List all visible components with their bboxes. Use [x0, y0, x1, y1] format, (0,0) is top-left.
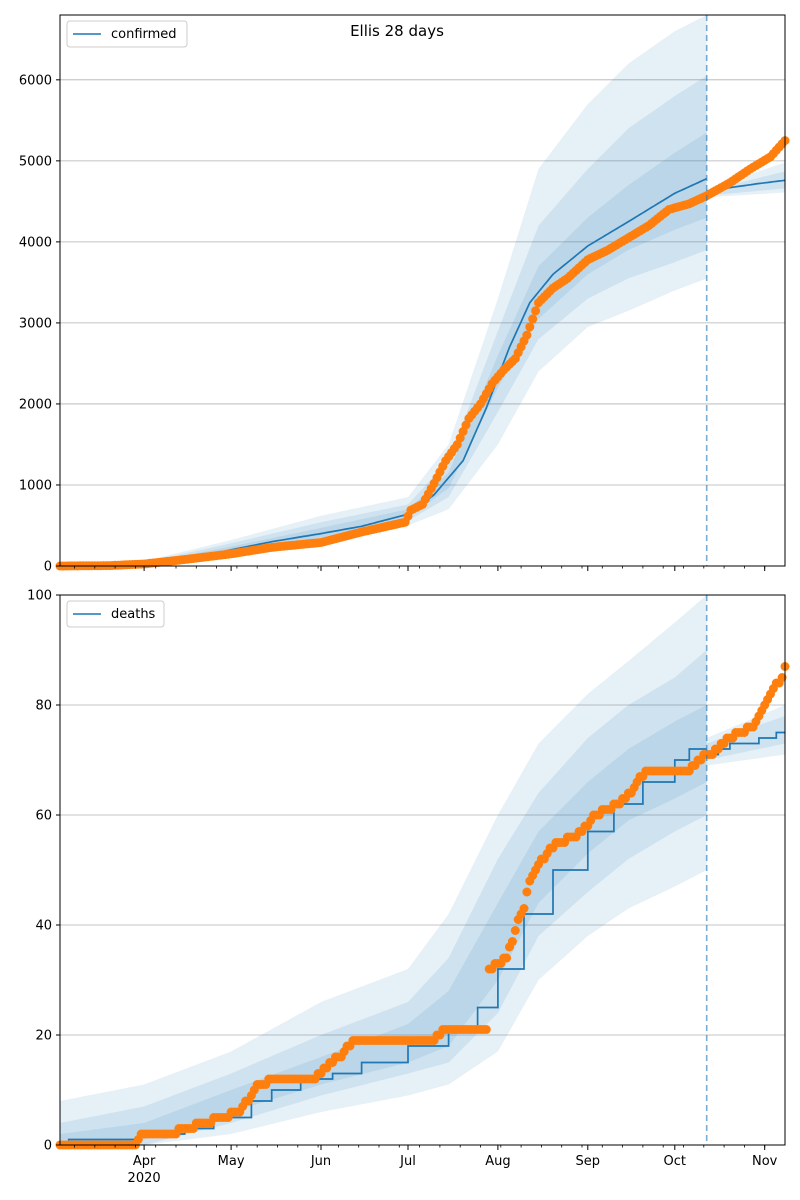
observed-point	[502, 953, 512, 963]
plot-layer: 0 1000 2000 3000 4000 5000 6000	[19, 14, 790, 575]
legend-confirmed: confirmed	[66, 20, 188, 48]
legend-label: confirmed	[111, 27, 177, 42]
y-tick-label: 60	[35, 809, 52, 824]
observed-point	[777, 673, 787, 682]
uncertainty-band	[60, 132, 707, 566]
uncertainty-band	[60, 15, 707, 566]
y-tick-label: 3000	[19, 316, 52, 331]
deaths-panel: 0 20 40 60 80 100 Apr 2020 May Jun Jul Aug Sep Oct Nov…	[27, 589, 790, 1186]
y-tick-label: 0	[44, 1139, 52, 1154]
y-tick-label: 100	[27, 589, 52, 604]
observed-point	[507, 937, 517, 946]
observed-point	[481, 1025, 491, 1034]
x-tick-label: Oct	[664, 1154, 686, 1169]
axes-frame	[59, 14, 786, 567]
y-tick-label: 0	[44, 560, 52, 575]
y-tick-label: 4000	[19, 235, 52, 250]
y-tick-label: 2000	[19, 397, 52, 412]
legend-deaths: deaths	[66, 600, 165, 628]
observed-point	[519, 904, 529, 913]
observed-point	[510, 926, 520, 935]
observed-points	[55, 662, 790, 1150]
y-tick-label: 6000	[19, 73, 52, 88]
x-tick-label: Aug	[485, 1154, 510, 1169]
observed-point	[522, 887, 532, 897]
x-tick-label: Sep	[576, 1154, 601, 1169]
observed-point	[522, 330, 532, 340]
x-tick-label: Jul	[399, 1154, 416, 1169]
uncertainty-band	[60, 650, 707, 1145]
y-tick-label: 1000	[19, 478, 52, 493]
y-tick-label: 40	[35, 919, 52, 934]
uncertainty-band	[60, 705, 707, 1145]
observed-point	[528, 314, 538, 324]
x-tick-label: May	[218, 1154, 245, 1169]
x-tick-label: Apr	[133, 1154, 156, 1169]
x-tick-label: Jun	[310, 1154, 331, 1169]
observed-point	[525, 322, 535, 332]
y-tick-label: 5000	[19, 154, 52, 169]
x-tick-label: Nov	[752, 1154, 778, 1169]
observed-point	[531, 306, 541, 316]
y-tick-label: 20	[35, 1029, 52, 1044]
legend-label: deaths	[111, 607, 156, 622]
legend-box	[66, 20, 188, 48]
y-tick-label: 80	[35, 699, 52, 714]
x-tick-sublabel: 2020	[128, 1171, 161, 1186]
uncertainty-band	[60, 75, 707, 567]
chart-title: Ellis 28 days	[350, 22, 444, 40]
plot-layer: 0 20 40 60 80 100 Apr 2020 May Jun Jul Aug Sep Oct Nov	[27, 589, 790, 1186]
axes-frame	[59, 594, 786, 1146]
observed-points	[55, 136, 790, 571]
legend-box	[66, 600, 165, 628]
